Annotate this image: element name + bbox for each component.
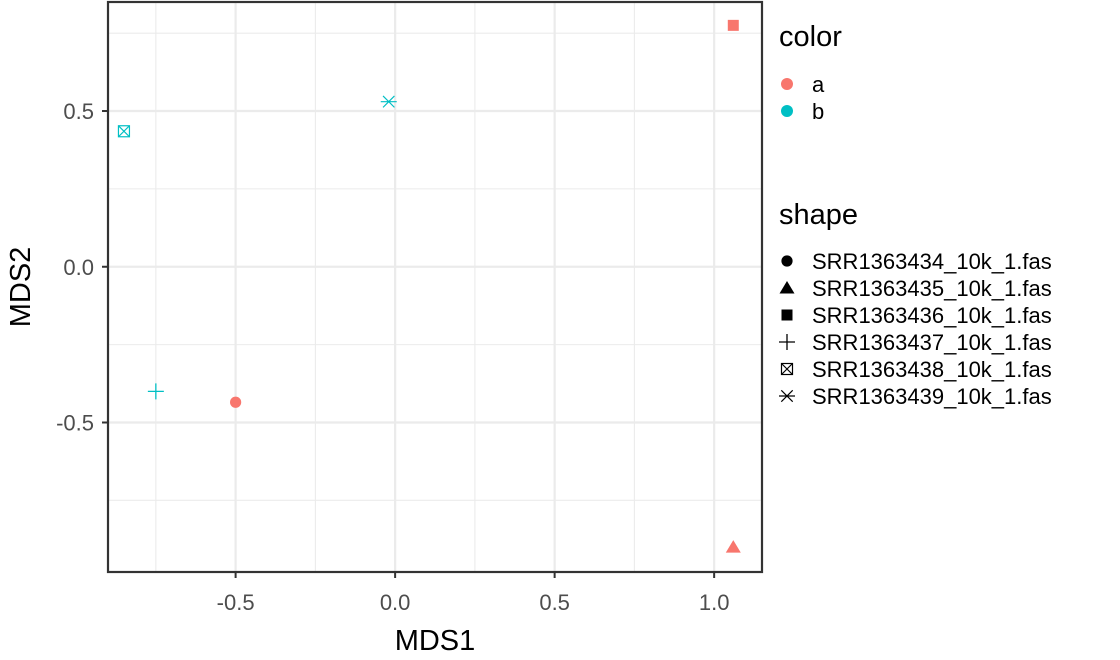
x-tick-label: -0.5 xyxy=(217,590,255,615)
shape-legend-label: SRR1363439_10k_1.fas xyxy=(812,384,1052,409)
data-point xyxy=(117,125,131,138)
shape-legend-label: SRR1363435_10k_1.fas xyxy=(812,276,1052,301)
x-tick-label: 0.0 xyxy=(380,590,411,615)
shape-legend-key xyxy=(779,389,795,403)
panel-border xyxy=(106,0,764,574)
x-axis-title: MDS1 xyxy=(395,625,476,657)
x-tick-label: 0.5 xyxy=(539,590,570,615)
y-axis-title: MDS2 xyxy=(5,247,37,328)
shape-legend-label: SRR1363436_10k_1.fas xyxy=(812,303,1052,328)
shape-legend-label: SRR1363438_10k_1.fas xyxy=(812,357,1052,382)
shape-legend: shape SRR1363434_10k_1.fasSRR1363435_10k… xyxy=(779,199,1052,409)
data-point xyxy=(727,19,739,31)
shape-legend-key xyxy=(780,362,794,376)
grid-lines xyxy=(108,2,762,572)
y-tick-label: -0.5 xyxy=(56,410,94,435)
shape-legend-key xyxy=(781,255,793,267)
color-legend: color ab xyxy=(779,21,842,124)
y-tick-label: 0.0 xyxy=(63,255,94,280)
data-point xyxy=(147,383,164,400)
data-points xyxy=(117,19,741,553)
axis-ticks: -0.5 0.0 0.5 1.0 -0.5 0.0 0.5 xyxy=(56,99,729,615)
shape-legend-title: shape xyxy=(779,199,858,231)
data-point xyxy=(380,95,397,108)
color-legend-label: a xyxy=(812,72,825,97)
data-point xyxy=(725,540,741,553)
color-legend-key xyxy=(781,105,793,117)
shape-legend-label: SRR1363437_10k_1.fas xyxy=(812,330,1052,355)
color-legend-key xyxy=(781,78,793,90)
color-legend-title: color xyxy=(779,21,842,53)
x-tick-label: 1.0 xyxy=(699,590,730,615)
data-point xyxy=(230,396,242,408)
shape-legend-key xyxy=(781,309,793,321)
shape-legend-key xyxy=(779,334,795,350)
shape-legend-key xyxy=(779,281,795,294)
color-legend-label: b xyxy=(812,99,824,124)
y-tick-label: 0.5 xyxy=(63,99,94,124)
shape-legend-label: SRR1363434_10k_1.fas xyxy=(812,249,1052,274)
